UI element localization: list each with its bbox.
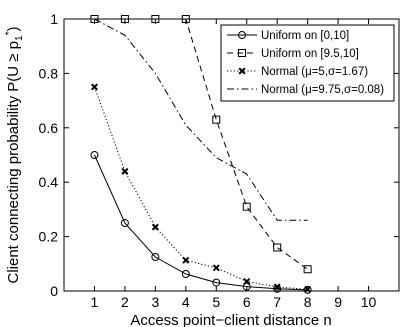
y-tick-label: 1 bbox=[50, 11, 58, 27]
y-tick-label: 0.2 bbox=[39, 229, 59, 245]
x-tick-label: 2 bbox=[121, 294, 129, 310]
y-tick-label: 0.6 bbox=[39, 120, 59, 136]
y-tick-label: 0.4 bbox=[39, 174, 59, 190]
y-axis-label-sub: 1 bbox=[14, 35, 25, 41]
y-axis-label-close: ) bbox=[5, 27, 22, 32]
legend-label: Uniform on [9.5,10] bbox=[261, 48, 359, 60]
x-tick-label: 4 bbox=[182, 294, 190, 310]
x-tick-label: 1 bbox=[91, 294, 99, 310]
x-tick-label: 3 bbox=[151, 294, 159, 310]
x-tick-label: 9 bbox=[334, 294, 342, 310]
y-axis-label: Client connecting probability P(U ≥ p1*) bbox=[4, 27, 25, 284]
x-tick-label: 8 bbox=[304, 294, 312, 310]
x-axis-label: Access point−client distance n bbox=[130, 312, 331, 327]
x-tick-label: 6 bbox=[243, 294, 251, 310]
y-axis-label-main: Client connecting probability P(U ≥ p bbox=[5, 41, 22, 284]
x-tick-label: 10 bbox=[361, 294, 377, 310]
x-tick-label: 5 bbox=[212, 294, 220, 310]
legend-label: Normal (μ=5,σ=1.67) bbox=[261, 66, 368, 78]
legend-label: Uniform on [0,10] bbox=[261, 30, 349, 42]
x-tick-label: 7 bbox=[273, 294, 281, 310]
y-tick-label: 0.8 bbox=[39, 65, 59, 81]
legend-label: Normal (μ=9.75,σ=0.08) bbox=[261, 84, 384, 96]
y-tick-label: 0 bbox=[50, 283, 58, 299]
legend: Uniform on [0,10] Uniform on [9.5,10] Norm… bbox=[221, 25, 394, 101]
